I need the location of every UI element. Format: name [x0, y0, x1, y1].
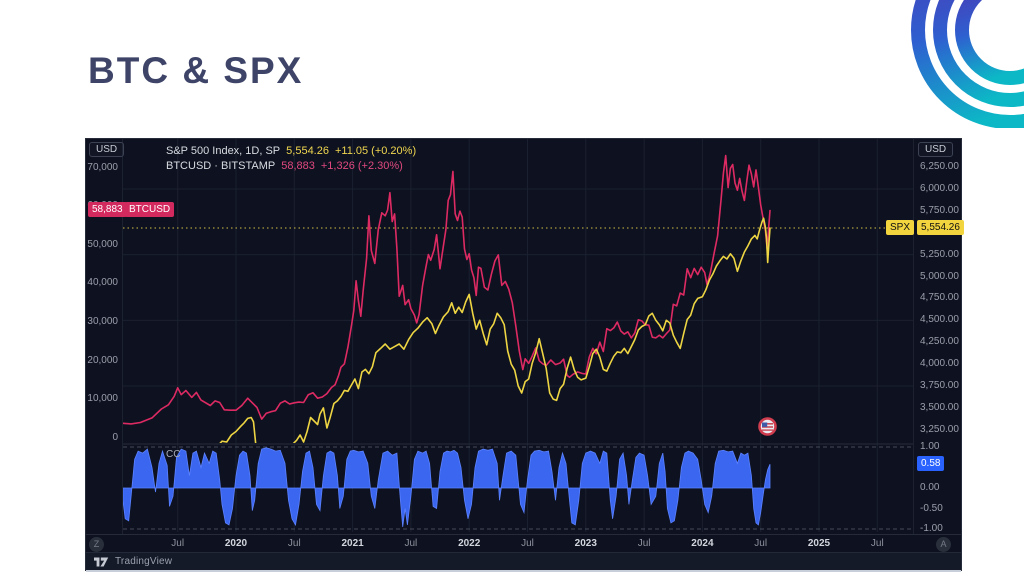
right-axis-tick: 5,750.00	[920, 204, 959, 216]
page-title: BTC & SPX	[88, 50, 304, 91]
time-axis-tick: 2022	[458, 538, 481, 549]
tradingview-chart-widget: S&P 500 Index, 1D, SP 5,554.26 +11.05 (+…	[85, 138, 964, 572]
left-axis-tick: 70,000	[87, 161, 118, 173]
left-axis-tick: 10,000	[87, 393, 118, 405]
right-axis-tick: 4,750.00	[920, 292, 959, 304]
time-axis-tick: Jul	[754, 538, 768, 549]
time-axis-tick: Jul	[287, 538, 301, 549]
us-event-flag-marker-icon[interactable]	[758, 417, 777, 436]
cc-axis-tick: -0.50	[920, 502, 943, 514]
cc-indicator-title[interactable]: CC	[166, 449, 181, 460]
legend-row-btc[interactable]: BTCUSD · BITSTAMP 58,883 +1,326 (+2.30%)	[166, 158, 416, 173]
time-axis-tick: Jul	[870, 538, 884, 549]
cc-last-value-chip: 0.58	[917, 456, 945, 472]
legend-spx-value: 5,554.26	[286, 144, 329, 157]
spx-last-price-chip: 5,554.26	[917, 220, 964, 236]
right-axis-tick: 5,250.00	[920, 248, 959, 260]
left-axis-tick: 40,000	[87, 277, 118, 289]
right-axis-tick: 4,250.00	[920, 336, 959, 348]
btcusd-series-tag: BTCUSD	[125, 202, 175, 218]
time-axis-tick: 2024	[691, 538, 714, 549]
chart-legend: S&P 500 Index, 1D, SP 5,554.26 +11.05 (+…	[166, 143, 416, 173]
chart-plot-area[interactable]: S&P 500 Index, 1D, SP 5,554.26 +11.05 (+…	[123, 139, 913, 534]
right-axis-unit-chip[interactable]: USD	[918, 142, 954, 157]
right-axis-tick: 3,250.00	[920, 423, 959, 435]
left-axis-unit-chip[interactable]: USD	[89, 142, 125, 157]
right-axis-tick: 3,750.00	[920, 379, 959, 391]
time-axis-tick: Jul	[404, 538, 418, 549]
legend-btc-change: +1,326 (+2.30%)	[320, 159, 403, 172]
tradingview-attribution[interactable]: TradingView	[86, 552, 961, 570]
cc-axis-tick: 1.00	[920, 441, 940, 452]
legend-btc-name: BTCUSD · BITSTAMP	[166, 159, 276, 172]
left-price-axis[interactable]: USD 70,00060,00050,00040,00030,00020,000…	[86, 139, 127, 534]
legend-spx-name: S&P 500 Index, 1D, SP	[166, 144, 281, 157]
right-price-axis[interactable]: USD 6,250.00 6,000.00 5,750.00 5,250.00 5,00…	[913, 139, 964, 534]
cc-axis-tick: -1.00	[920, 523, 943, 534]
left-axis-tick: 50,000	[87, 238, 118, 250]
right-axis-tick: 6,250.00	[920, 161, 959, 173]
chart-canvas[interactable]	[123, 139, 913, 534]
cc-axis-tick: 0.00	[920, 482, 940, 493]
btc-last-price-chip: 58,883	[88, 202, 127, 218]
time-axis[interactable]: Z Jul 2020 Jul 2021 Jul 2022 Jul 2023 Jul 2024 Jul…	[86, 534, 961, 552]
left-axis-tick: 20,000	[87, 354, 118, 366]
left-axis-tick: 0	[112, 432, 118, 443]
time-axis-tick: Jul	[521, 538, 534, 549]
time-axis-tick: 2025	[807, 538, 831, 549]
legend-btc-value: 58,883	[281, 159, 315, 172]
time-axis-tick: 2023	[574, 538, 597, 549]
spx-series-tag: SPX	[886, 220, 915, 236]
widget-bottom-strip	[86, 570, 961, 572]
left-axis-tick: 30,000	[87, 316, 118, 328]
time-axis-tick: Jul	[171, 538, 185, 549]
legend-row-spx[interactable]: S&P 500 Index, 1D, SP 5,554.26 +11.05 (+…	[166, 143, 416, 158]
time-axis-tick: Jul	[637, 538, 651, 549]
legend-spx-change: +11.05 (+0.20%)	[334, 144, 417, 157]
right-axis-tick: 5,000.00	[920, 270, 959, 282]
time-axis-tick: 2020	[224, 538, 248, 549]
tradingview-attribution-text: TradingView	[115, 556, 173, 567]
brand-logo-arcs-icon	[890, 0, 1024, 129]
auto-scale-button[interactable]: A	[936, 537, 951, 552]
right-axis-tick: 3,500.00	[920, 401, 959, 413]
right-axis-tick: 4,500.00	[920, 314, 959, 326]
timezone-button[interactable]: Z	[89, 537, 104, 552]
tradingview-logo-icon	[94, 557, 109, 566]
right-axis-tick: 6,000.00	[920, 183, 959, 194]
right-axis-tick: 4,000.00	[920, 358, 959, 370]
time-axis-tick: 2021	[341, 538, 364, 549]
